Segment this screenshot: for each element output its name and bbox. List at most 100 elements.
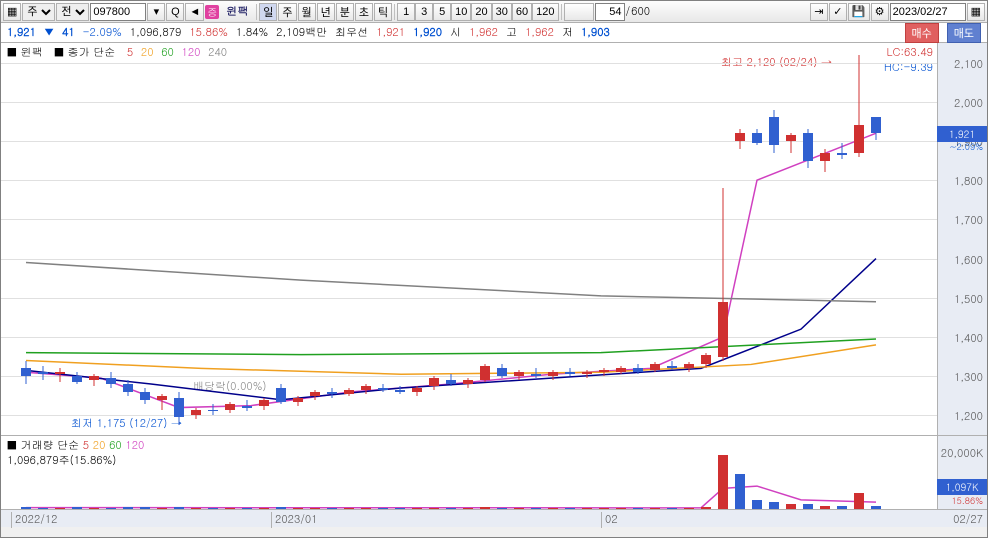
stock-code-input[interactable] [90,3,146,21]
settings-btn[interactable]: ⚙ [871,3,889,21]
candle [395,386,405,394]
candle [123,380,133,396]
count-total: 600 [631,4,650,19]
ytick-2000: 2,000 [954,96,983,111]
code-dropdown-btn[interactable]: ▾ [147,3,165,21]
period-month[interactable]: 월 [298,3,316,21]
volume: 1,096,879 [130,25,182,40]
period-week[interactable]: 주 [278,3,296,21]
candle [344,388,354,396]
search-btn[interactable]: Q [166,3,184,21]
candle [548,370,558,380]
candle [55,368,65,382]
ma-legend-5: 5 [127,45,137,60]
ytick-1300: 1,300 [954,370,983,385]
volume-bar [735,474,745,509]
chart-type-btn[interactable]: ▦ [3,3,21,21]
bid: 1,921 [376,25,405,40]
count-input[interactable] [595,3,625,21]
period-select-2[interactable]: 전 [56,3,89,21]
candle [633,364,643,374]
interval-3[interactable]: 3 [415,3,433,21]
candle [89,374,99,386]
sound-btn[interactable]: ◄ [185,3,204,21]
date-input[interactable] [890,3,966,21]
low-label: 저 [562,25,573,40]
price-change: 41 [62,25,75,40]
low: 1,903 [581,25,610,40]
candle [565,368,575,376]
candle [752,129,762,145]
volume-legend: ■ 거래량 단순 5 20 60 120 1,096,879주(15.86%) [7,438,144,468]
volume-value: 1,096,879주(15.86%) [7,453,116,468]
candle [463,378,473,388]
price-chart[interactable]: ■ 윈팩 ■ 종가 단순 5 20 60 120 240 LC:63.49 HC… [1,43,987,435]
ma-line [26,339,876,355]
ma-legend-60: 60 [161,45,177,60]
period-sec[interactable]: 초 [355,3,373,21]
interval-1[interactable]: 1 [397,3,415,21]
candle [327,388,337,398]
high: 1,962 [525,25,554,40]
open: 1,962 [469,25,498,40]
trade-value: 2,109백만 [276,25,327,40]
vol-cur-pct: 15.86% [937,494,987,507]
interval-30[interactable]: 30 [492,3,512,21]
candle [259,398,269,410]
chart-window: ▦ 주 전 ▾ Q ◄ 증 윈팩 일 주 월 년 분 초 틱 135102030… [0,0,988,538]
interval-20[interactable]: 20 [471,3,491,21]
ytick-1600: 1,600 [954,253,983,268]
candle [225,402,235,414]
volume-chart[interactable]: ■ 거래량 단순 5 20 60 120 1,096,879주(15.86%) … [1,435,987,509]
candle [718,188,728,360]
spacer-btn[interactable] [564,3,594,21]
ma-line [26,133,876,407]
volume-y-axis: 20,000K 1,097K 15.86% [937,436,987,509]
candle [786,133,796,153]
tool-btn-1[interactable]: ⇥ [810,3,828,21]
tool-btn-2[interactable]: ✓ [829,3,847,21]
period-year[interactable]: 년 [317,3,335,21]
candle [293,396,303,406]
vol-ytick: 20,000K [941,446,983,461]
candle [140,388,150,404]
candle [616,366,626,374]
candle [412,386,422,396]
candle [378,384,388,392]
calendar-btn[interactable]: ▦ [967,3,985,21]
candle [769,110,779,153]
candle [361,384,371,394]
buy-button[interactable]: 매수 [905,23,939,43]
vol-ma-legend-5: 5 [83,438,93,453]
interval-5[interactable]: 5 [433,3,451,21]
period-day[interactable]: 일 [259,3,277,21]
ma-legend-240: 240 [208,45,227,60]
ytick-1200: 1,200 [954,409,983,424]
candle [582,370,592,378]
candle [599,368,609,376]
candle [310,390,320,400]
high-label: 고 [506,25,517,40]
candle [497,364,507,378]
sell-button[interactable]: 매도 [947,23,981,43]
vol-ma-legend-120: 120 [125,438,144,453]
save-btn[interactable]: 💾 [848,3,870,21]
stock-badge: 증 [205,5,219,19]
ytick-1800: 1,800 [954,174,983,189]
ma-line [26,345,876,374]
interval-60[interactable]: 60 [512,3,532,21]
period-min[interactable]: 분 [336,3,354,21]
x-axis: 02/27 2022/122023/0102 [1,509,987,527]
period-tick[interactable]: 틱 [374,3,392,21]
candle [684,362,694,372]
volume-bar [718,455,728,509]
candle [837,143,847,159]
period-select-1[interactable]: 주 [22,3,55,21]
candle [480,364,490,382]
interval-120[interactable]: 120 [532,3,558,21]
ytick-1400: 1,400 [954,331,983,346]
ma-legend-20: 20 [141,45,157,60]
candle [803,129,813,168]
interval-10[interactable]: 10 [451,3,471,21]
candle [276,384,286,404]
